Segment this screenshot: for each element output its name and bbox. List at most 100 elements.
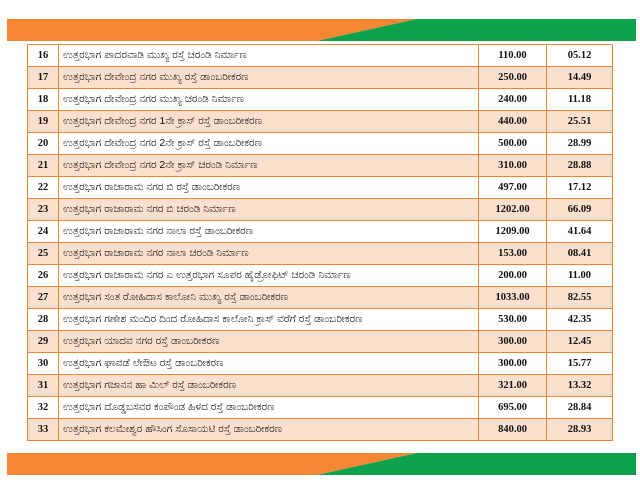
banner-green-shape: [317, 19, 636, 41]
row-length: 25.51: [546, 110, 613, 133]
table-row: 16 ಉತ್ತರಭಾಗ ಪಾದರವಾಡಿ ಮುಖ್ಯ ರಸ್ತೆ ಚರಂಡಿ ನಿ…: [27, 44, 613, 67]
row-description: ಉತ್ತರಭಾಗ ದೇವೇಂದ್ರ ನಗರ 1ನೇ ಕ್ರಾಸ್ ರಸ್ತೆ ಡ…: [58, 110, 479, 133]
row-length: 15.77: [546, 352, 613, 375]
row-length: 13.32: [546, 374, 613, 397]
top-decorative-banner: [7, 19, 636, 41]
row-amount: 1202.00: [478, 198, 547, 221]
row-serial-number: 31: [27, 374, 59, 397]
table-row: 25 ಉತ್ತರಭಾಗ ರಾಜಾರಾಮ ನಗರ ನಾಲಾ ಚರಂಡಿ ನಿರ್ಮಾ…: [27, 242, 613, 265]
row-description: ಉತ್ತರಭಾಗ ಯಾದವ ನಗರ ರಸ್ತೆ ಡಾಂಬರೀಕರಣ: [58, 330, 479, 353]
row-description: ಉತ್ತರಭಾಗ ಗಣೇಶ ಮಂದಿರ ದಿಂದ ರೋಹಿದಾಸ ಕಾಲೋನಿ …: [58, 308, 479, 331]
table-row: 32 ಉತ್ತರಭಾಗ ದೊಡ್ಡಬಸವರ ಕಂಪೌಂಡ ಹಿಳದ ರಸ್ತೆ ಡ…: [27, 396, 613, 419]
table-row: 30 ಉತ್ತರಭಾಗ ಘಾವಡೆ ಲೇಔಟ ರಸ್ತೆ ಡಾಂಬರೀಕರಣ 300…: [27, 352, 613, 375]
banner-orange-shape: [7, 453, 417, 475]
row-length: 28.93: [546, 418, 613, 441]
row-serial-number: 23: [27, 198, 59, 221]
row-amount: 240.00: [478, 88, 547, 111]
bottom-banner-shape: [7, 453, 636, 475]
top-banner-shape: [7, 19, 636, 41]
table-row: 27 ಉತ್ತರಭಾಗ ಸಂತ ರೋಹಿದಾಸ ಕಾಲೋನಿ ಮುಖ್ಯ ರಸ್ತ…: [27, 286, 613, 309]
table-row: 18 ಉತ್ತರಭಾಗ ದೇವೇಂದ್ರ ನಗರ ಮುಖ್ಯ ಚರಂಡಿ ನಿರ್…: [27, 88, 613, 111]
row-amount: 440.00: [478, 110, 547, 133]
table-row: 23 ಉತ್ತರಭಾಗ ರಾಜಾರಾಮ ನಗರ ಬಿ ಚರಂಡಿ ನಿರ್ಮಾಣ 1…: [27, 198, 613, 221]
row-description: ಉತ್ತರಭಾಗ ದೊಡ್ಡಬಸವರ ಕಂಪೌಂಡ ಹಿಳದ ರಸ್ತೆ ಡಾಂ…: [58, 396, 479, 419]
row-amount: 321.00: [478, 374, 547, 397]
row-length: 17.12: [546, 176, 613, 199]
row-length: 28.99: [546, 132, 613, 155]
row-serial-number: 32: [27, 396, 59, 419]
row-amount: 695.00: [478, 396, 547, 419]
row-length: 14.49: [546, 66, 613, 89]
works-table-container: 16 ಉತ್ತರಭಾಗ ಪಾದರವಾಡಿ ಮುಖ್ಯ ರಸ್ತೆ ಚರಂಡಿ ನಿ…: [27, 44, 613, 441]
row-amount: 500.00: [478, 132, 547, 155]
row-description: ಉತ್ತರಭಾಗ ಕಲಮೇಶ್ವರ ಹೌಸಿಂಗ ಸೊಸಾಯಟಿ ರಸ್ತೆ ಡ…: [58, 418, 479, 441]
row-serial-number: 28: [27, 308, 59, 331]
row-description: ಉತ್ತರಭಾಗ ರಾಜಾರಾಮ ನಗರ ನಾಲಾ ಚರಂಡಿ ನಿರ್ಮಾಣ: [58, 242, 479, 265]
table-row: 19 ಉತ್ತರಭಾಗ ದೇವೇಂದ್ರ ನಗರ 1ನೇ ಕ್ರಾಸ್ ರಸ್ತೆ…: [27, 110, 613, 133]
row-length: 11.00: [546, 264, 613, 287]
row-description: ಉತ್ತರಭಾಗ ರಾಜಾರಾಮ ನಗರ ಎ ಉತ್ತರಭಾಗ ಸೂಪರ ಹೈಡ…: [58, 264, 479, 287]
row-serial-number: 21: [27, 154, 59, 177]
row-description: ಉತ್ತರಭಾಗ ರಾಜಾರಾಮ ನಗರ ನಾಲಾ ರಸ್ತೆ ಡಾಂಬರೀಕರ…: [58, 220, 479, 243]
row-length: 42.35: [546, 308, 613, 331]
row-length: 05.12: [546, 44, 613, 67]
table-row: 28 ಉತ್ತರಭಾಗ ಗಣೇಶ ಮಂದಿರ ದಿಂದ ರೋಹಿದಾಸ ಕಾಲೋನ…: [27, 308, 613, 331]
row-description: ಉತ್ತರಭಾಗ ಸಂತ ರೋಹಿದಾಸ ಕಾಲೋನಿ ಮುಖ್ಯ ರಸ್ತೆ …: [58, 286, 479, 309]
row-description: ಉತ್ತರಭಾಗ ಘಾವಡೆ ಲೇಔಟ ರಸ್ತೆ ಡಾಂಬರೀಕರಣ: [58, 352, 479, 375]
row-amount: 153.00: [478, 242, 547, 265]
row-length: 08.41: [546, 242, 613, 265]
row-description: ಉತ್ತರಭಾಗ ರಾಜಾರಾಮ ನಗರ ಬಿ ಚರಂಡಿ ನಿರ್ಮಾಣ: [58, 198, 479, 221]
row-amount: 497.00: [478, 176, 547, 199]
row-serial-number: 25: [27, 242, 59, 265]
table-row: 33 ಉತ್ತರಭಾಗ ಕಲಮೇಶ್ವರ ಹೌಸಿಂಗ ಸೊಸಾಯಟಿ ರಸ್ತೆ…: [27, 418, 613, 441]
row-length: 41.64: [546, 220, 613, 243]
row-serial-number: 24: [27, 220, 59, 243]
table-row: 17 ಉತ್ತರಭಾಗ ದೇವೇಂದ್ರ ನಗರ ಮುಖ್ಯ ರಸ್ತೆ ಡಾಂಬ…: [27, 66, 613, 89]
row-length: 28.88: [546, 154, 613, 177]
row-serial-number: 16: [27, 44, 59, 67]
row-amount: 1033.00: [478, 286, 547, 309]
row-description: ಉತ್ತರಭಾಗ ದೇವೇಂದ್ರ ನಗರ 2ನೇ ಕ್ರಾಸ್ ಚರಂಡಿ ನ…: [58, 154, 479, 177]
row-amount: 250.00: [478, 66, 547, 89]
table-row: 31 ಉತ್ತರಭಾಗ ಗಜಾನನ ಹಾ ಮಿಲ್ ರಸ್ತೆ ಡಾಂಬರೀಕರಣ…: [27, 374, 613, 397]
works-table: 16 ಉತ್ತರಭಾಗ ಪಾದರವಾಡಿ ಮುಖ್ಯ ರಸ್ತೆ ಚರಂಡಿ ನಿ…: [27, 44, 613, 441]
row-amount: 1209.00: [478, 220, 547, 243]
row-serial-number: 18: [27, 88, 59, 111]
works-table-body: 16 ಉತ್ತರಭಾಗ ಪಾದರವಾಡಿ ಮುಖ್ಯ ರಸ್ತೆ ಚರಂಡಿ ನಿ…: [27, 44, 613, 441]
table-row: 24 ಉತ್ತರಭಾಗ ರಾಜಾರಾಮ ನಗರ ನಾಲಾ ರಸ್ತೆ ಡಾಂಬರೀ…: [27, 220, 613, 243]
row-description: ಉತ್ತರಭಾಗ ಪಾದರವಾಡಿ ಮುಖ್ಯ ರಸ್ತೆ ಚರಂಡಿ ನಿರ್…: [58, 44, 479, 67]
row-length: 66.09: [546, 198, 613, 221]
row-length: 28.84: [546, 396, 613, 419]
row-serial-number: 17: [27, 66, 59, 89]
row-serial-number: 22: [27, 176, 59, 199]
row-amount: 110.00: [478, 44, 547, 67]
row-amount: 310.00: [478, 154, 547, 177]
row-length: 82.55: [546, 286, 613, 309]
row-description: ಉತ್ತರಭಾಗ ಗಜಾನನ ಹಾ ಮಿಲ್ ರಸ್ತೆ ಡಾಂಬರೀಕರಣ: [58, 374, 479, 397]
table-row: 29 ಉತ್ತರಭಾಗ ಯಾದವ ನಗರ ರಸ್ತೆ ಡಾಂಬರೀಕರಣ 300.0…: [27, 330, 613, 353]
row-serial-number: 26: [27, 264, 59, 287]
table-row: 21 ಉತ್ತರಭಾಗ ದೇವೇಂದ್ರ ನಗರ 2ನೇ ಕ್ರಾಸ್ ಚರಂಡಿ…: [27, 154, 613, 177]
row-serial-number: 30: [27, 352, 59, 375]
table-row: 22 ಉತ್ತರಭಾಗ ರಾಜಾರಾಮ ನಗರ ಬಿ ರಸ್ತೆ ಡಾಂಬರೀಕರ…: [27, 176, 613, 199]
table-row: 20 ಉತ್ತರಭಾಗ ದೇವೇಂದ್ರ ನಗರ 2ನೇ ಕ್ರಾಸ್ ರಸ್ತೆ…: [27, 132, 613, 155]
row-description: ಉತ್ತರಭಾಗ ದೇವೇಂದ್ರ ನಗರ ಮುಖ್ಯ ಚರಂಡಿ ನಿರ್ಮಾ…: [58, 88, 479, 111]
row-amount: 840.00: [478, 418, 547, 441]
row-amount: 300.00: [478, 352, 547, 375]
table-row: 26 ಉತ್ತರಭಾಗ ರಾಜಾರಾಮ ನಗರ ಎ ಉತ್ತರಭಾಗ ಸೂಪರ ಹ…: [27, 264, 613, 287]
row-amount: 530.00: [478, 308, 547, 331]
row-description: ಉತ್ತರಭಾಗ ರಾಜಾರಾಮ ನಗರ ಬಿ ರಸ್ತೆ ಡಾಂಬರೀಕರಣ: [58, 176, 479, 199]
row-description: ಉತ್ತರಭಾಗ ದೇವೇಂದ್ರ ನಗರ 2ನೇ ಕ್ರಾಸ್ ರಸ್ತೆ ಡ…: [58, 132, 479, 155]
row-description: ಉತ್ತರಭಾಗ ದೇವೇಂದ್ರ ನಗರ ಮುಖ್ಯ ರಸ್ತೆ ಡಾಂಬರೀ…: [58, 66, 479, 89]
row-length: 12.45: [546, 330, 613, 353]
row-serial-number: 27: [27, 286, 59, 309]
banner-green-shape: [317, 453, 636, 475]
row-amount: 200.00: [478, 264, 547, 287]
row-serial-number: 29: [27, 330, 59, 353]
bottom-decorative-banner: [7, 453, 636, 475]
row-length: 11.18: [546, 88, 613, 111]
row-serial-number: 33: [27, 418, 59, 441]
banner-orange-shape: [7, 19, 417, 41]
row-amount: 300.00: [478, 330, 547, 353]
